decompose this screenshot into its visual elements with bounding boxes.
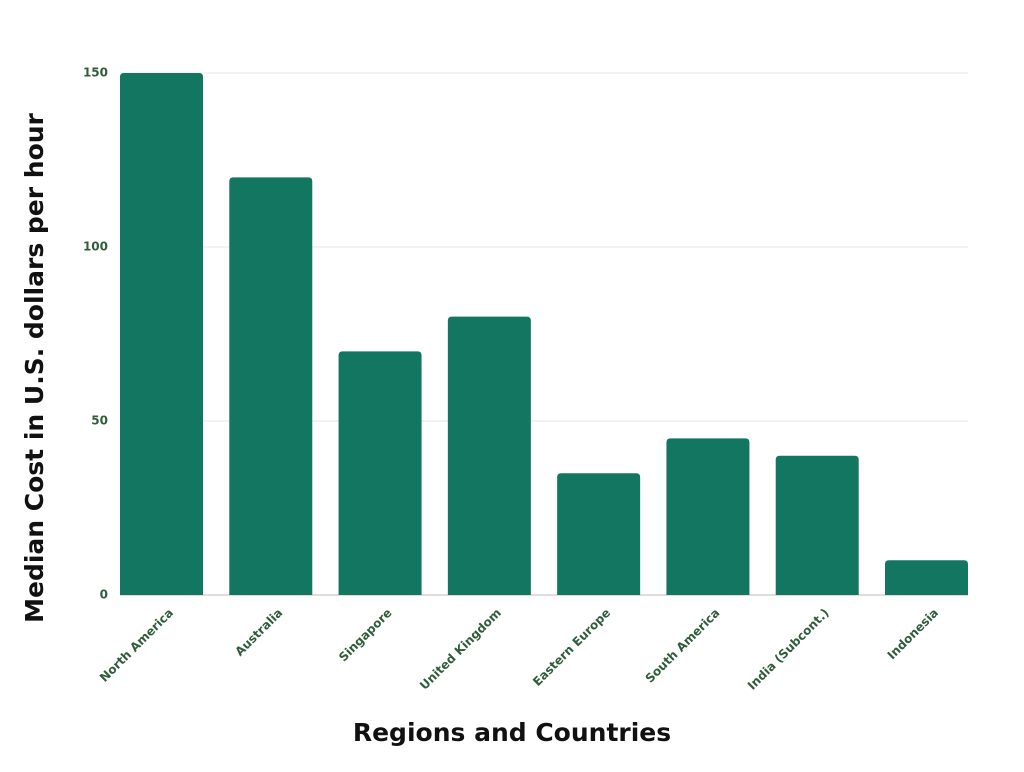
y-tick-label: 0 <box>100 588 108 602</box>
bar <box>666 438 750 595</box>
x-axis-title: Regions and Countries <box>353 718 671 747</box>
y-tick-label: 150 <box>83 66 108 80</box>
x-tick-label: United Kingdom <box>417 606 504 693</box>
bar <box>120 73 203 595</box>
x-tick-label: Indonesia <box>885 606 941 662</box>
x-tick-label: North America <box>97 606 176 685</box>
bar <box>338 351 422 595</box>
x-tick-label: South America <box>643 606 723 686</box>
x-tick-label: Singapore <box>336 606 395 665</box>
bar <box>885 560 968 595</box>
bar <box>775 455 859 595</box>
y-axis-title: Median Cost in U.S. dollars per hour <box>20 112 49 622</box>
bar <box>229 177 313 595</box>
x-tick-label: Australia <box>232 606 285 659</box>
bar <box>557 473 641 595</box>
x-tick-label: Eastern Europe <box>530 606 613 689</box>
y-tick-label: 100 <box>83 240 108 254</box>
bar <box>447 316 531 595</box>
x-tick-label: India (Subcont.) <box>745 606 832 693</box>
y-tick-label: 50 <box>91 414 108 428</box>
